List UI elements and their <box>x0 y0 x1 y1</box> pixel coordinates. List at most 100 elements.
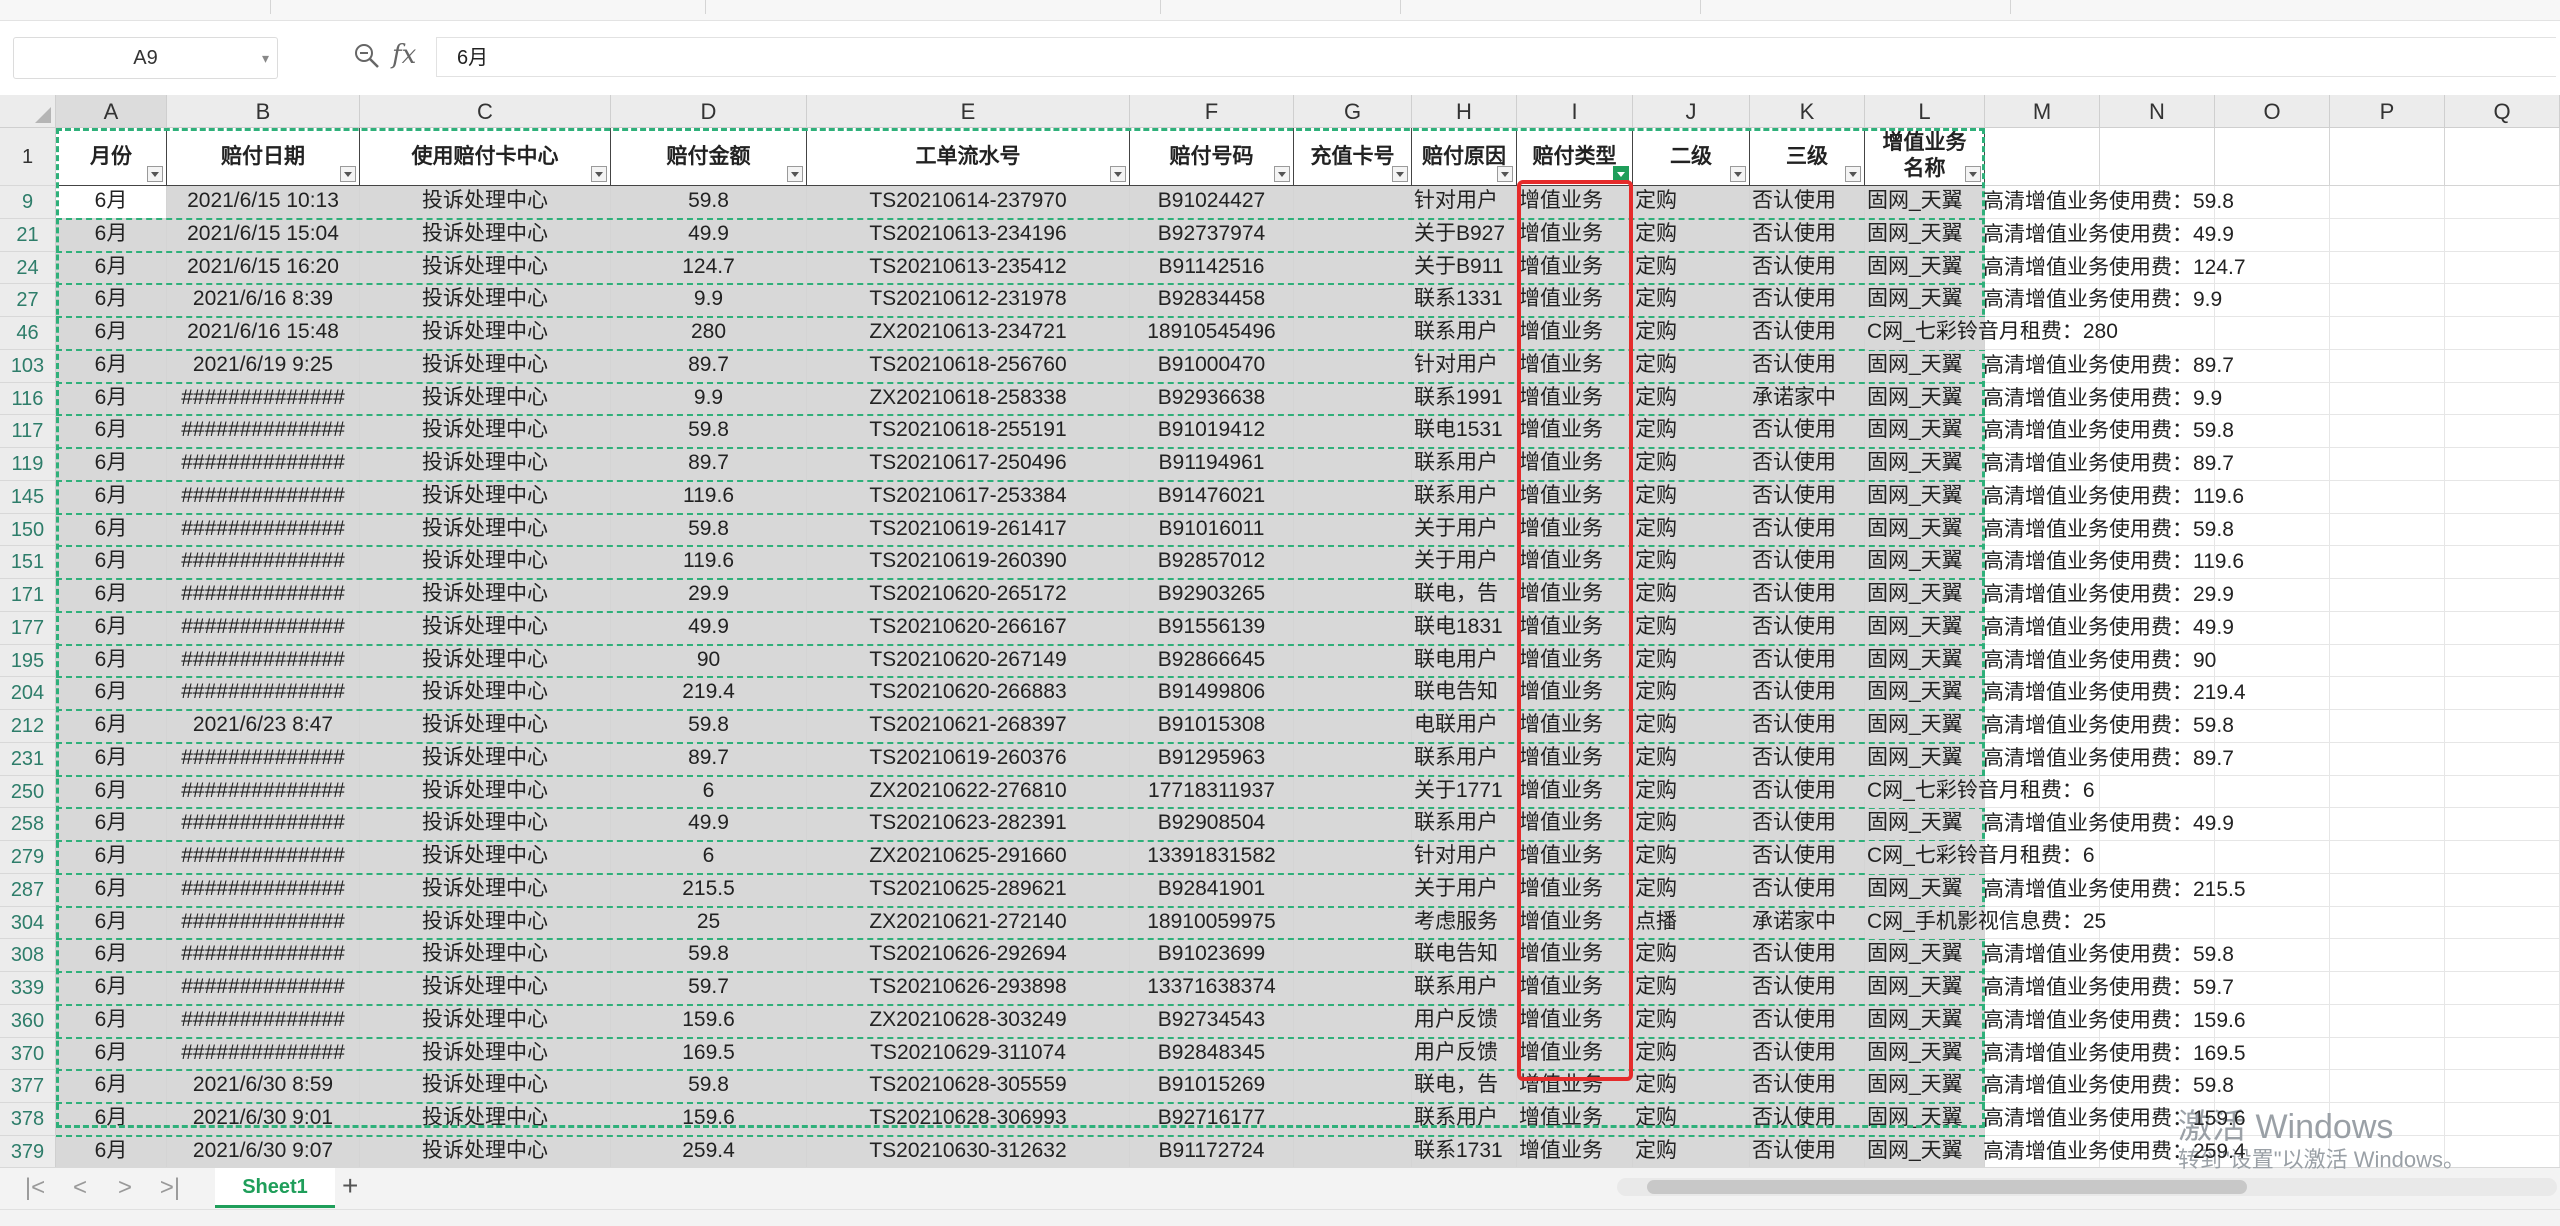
row-header[interactable]: 27 <box>0 284 56 317</box>
empty-cell[interactable] <box>2100 317 2215 350</box>
cell-j[interactable]: 定购 <box>1633 579 1750 612</box>
cell-g[interactable] <box>1294 317 1412 350</box>
formula-input[interactable]: 6月 <box>436 37 2556 77</box>
row-header[interactable]: 287 <box>0 873 56 907</box>
cell-l[interactable]: 固网_天翼 <box>1865 218 1985 252</box>
row-header[interactable]: 151 <box>0 546 56 579</box>
cell-f[interactable]: B92936638 <box>1130 382 1294 416</box>
cell-c[interactable]: 投诉处理中心 <box>360 513 611 547</box>
cell-c[interactable]: 投诉处理中心 <box>360 349 611 383</box>
empty-cell[interactable] <box>2330 284 2445 317</box>
cell-l[interactable]: C网_七彩铃音月租费：6 <box>1865 841 2095 874</box>
cell-g[interactable] <box>1294 284 1412 317</box>
cell-l[interactable]: 固网_天翼 <box>1865 939 1985 972</box>
empty-cell[interactable] <box>2100 841 2215 874</box>
empty-cell[interactable] <box>2445 349 2560 383</box>
cell-h[interactable]: 针对用户 <box>1412 349 1517 383</box>
cell-l[interactable]: 固网_天翼 <box>1865 1037 1985 1071</box>
column-header-g[interactable]: G <box>1294 95 1412 128</box>
cell-l[interactable]: 固网_天翼 <box>1865 186 1985 219</box>
empty-cell[interactable] <box>2100 415 2215 448</box>
empty-cell[interactable] <box>2215 480 2330 514</box>
cell-h[interactable]: 联电，告 <box>1412 1070 1517 1103</box>
cell-k[interactable]: 否认使用 <box>1750 1103 1865 1136</box>
empty-cell[interactable] <box>2330 480 2445 514</box>
empty-cell[interactable] <box>2215 939 2330 972</box>
header-cell-h[interactable]: 赔付原因 <box>1412 128 1517 186</box>
empty-cell[interactable] <box>2215 317 2330 350</box>
cell-h[interactable]: 电联用户 <box>1412 710 1517 743</box>
empty-cell[interactable] <box>2330 1037 2445 1071</box>
cell-g[interactable] <box>1294 939 1412 972</box>
column-header-n[interactable]: N <box>2100 95 2215 128</box>
cell-g[interactable] <box>1294 775 1412 809</box>
row-header[interactable]: 21 <box>0 218 56 252</box>
empty-cell[interactable] <box>2215 448 2330 481</box>
cell-e[interactable]: ZX20210625-291660 <box>807 841 1130 874</box>
cell-e[interactable]: TS20210613-234196 <box>807 218 1130 252</box>
cell-d[interactable]: 280 <box>611 317 807 350</box>
cell-h[interactable]: 关于1771 <box>1412 775 1517 809</box>
empty-cell[interactable] <box>2330 906 2445 940</box>
cell-e[interactable]: TS20210628-305559 <box>807 1070 1130 1103</box>
cell-j[interactable]: 定购 <box>1633 546 1750 579</box>
row-header[interactable]: 360 <box>0 1004 56 1038</box>
row-header[interactable]: 379 <box>0 1135 56 1167</box>
cell-d[interactable]: 215.5 <box>611 873 807 907</box>
cell-i[interactable]: 增值业务 <box>1517 1037 1633 1071</box>
cell-d[interactable]: 49.9 <box>611 611 807 645</box>
row-header[interactable]: 24 <box>0 251 56 285</box>
cell-e[interactable]: TS20210626-293898 <box>807 972 1130 1005</box>
last-sheet-icon[interactable]: >| <box>159 1174 181 1201</box>
cell-h[interactable]: 联系1331 <box>1412 284 1517 317</box>
cell-h[interactable]: 考虑服务 <box>1412 906 1517 940</box>
column-header-m[interactable]: M <box>1985 95 2100 128</box>
cell-g[interactable] <box>1294 906 1412 940</box>
empty-cell[interactable] <box>2100 1070 2215 1103</box>
filter-dropdown-icon[interactable] <box>1274 166 1290 182</box>
empty-cell[interactable] <box>2100 939 2215 972</box>
row-header[interactable]: 279 <box>0 841 56 874</box>
empty-cell[interactable] <box>2215 186 2330 219</box>
cell-j[interactable]: 定购 <box>1633 1135 1750 1167</box>
cell-a[interactable]: 6月 <box>56 939 167 972</box>
cell-k[interactable]: 否认使用 <box>1750 1004 1865 1038</box>
empty-cell[interactable] <box>2100 186 2215 219</box>
empty-cell[interactable] <box>2215 873 2330 907</box>
cell-d[interactable]: 89.7 <box>611 448 807 481</box>
cell-g[interactable] <box>1294 808 1412 841</box>
cell-i[interactable]: 增值业务 <box>1517 579 1633 612</box>
cell-i[interactable]: 增值业务 <box>1517 1135 1633 1167</box>
row-header[interactable]: 378 <box>0 1103 56 1136</box>
empty-cell[interactable] <box>2445 382 2560 416</box>
filter-dropdown-icon[interactable] <box>1965 166 1981 182</box>
cell-a[interactable]: 6月 <box>56 1135 167 1167</box>
add-sheet-button[interactable]: + <box>342 1170 359 1201</box>
empty-cell[interactable] <box>2330 546 2445 579</box>
cell-f[interactable]: B91024427 <box>1130 186 1294 219</box>
empty-cell[interactable] <box>2330 448 2445 481</box>
cell-d[interactable]: 59.8 <box>611 1070 807 1103</box>
cell-e[interactable]: TS20210621-268397 <box>807 710 1130 743</box>
cell-f[interactable]: B91194961 <box>1130 448 1294 481</box>
cell-l[interactable]: 固网_天翼 <box>1865 972 1985 1005</box>
cell-f[interactable]: B92841901 <box>1130 873 1294 907</box>
cell-a[interactable]: 6月 <box>56 841 167 874</box>
cell-c[interactable]: 投诉处理中心 <box>360 742 611 776</box>
cell-c[interactable]: 投诉处理中心 <box>360 1103 611 1136</box>
filter-dropdown-icon[interactable] <box>1110 166 1126 182</box>
cell-j[interactable]: 定购 <box>1633 677 1750 710</box>
empty-cell[interactable] <box>2330 128 2445 186</box>
empty-cell[interactable] <box>1985 677 2100 710</box>
cell-i[interactable]: 增值业务 <box>1517 939 1633 972</box>
empty-cell[interactable] <box>2445 317 2560 350</box>
cell-f[interactable]: B91000470 <box>1130 349 1294 383</box>
row-header[interactable]: 9 <box>0 186 56 219</box>
cell-g[interactable] <box>1294 480 1412 514</box>
cell-h[interactable]: 针对用户 <box>1412 841 1517 874</box>
cell-i[interactable]: 增值业务 <box>1517 906 1633 940</box>
cell-d[interactable]: 124.7 <box>611 251 807 285</box>
cell-j[interactable]: 定购 <box>1633 742 1750 776</box>
header-cell-g[interactable]: 充值卡号 <box>1294 128 1412 186</box>
